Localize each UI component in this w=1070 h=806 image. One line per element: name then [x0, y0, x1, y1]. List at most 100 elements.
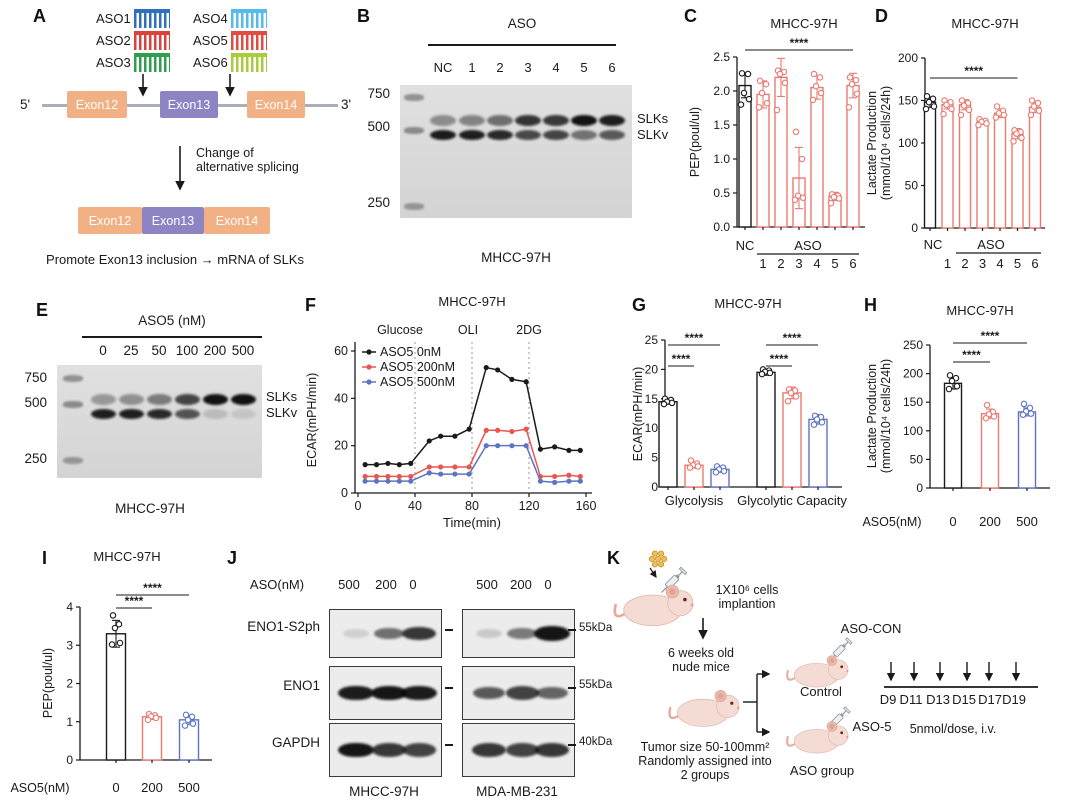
gel-band	[338, 742, 374, 758]
x-axis-label: Time(min)	[443, 515, 501, 530]
aso-name: ASO5	[193, 32, 228, 48]
aso-comb-icon	[230, 30, 267, 50]
cells-implant-line1: 1X10⁶ cells	[715, 583, 779, 597]
chart-text: 1	[944, 256, 951, 271]
chart-text: 150	[903, 395, 923, 409]
gel-band	[118, 394, 144, 405]
nude-mice-line1: 6 weeks old	[667, 646, 735, 660]
mouse-icon	[786, 720, 850, 755]
chart-text: 100	[903, 424, 923, 438]
panel-f-label: F	[305, 295, 316, 315]
blot-box	[329, 609, 442, 658]
y-axis-label: PEP(poul/ul)	[688, 107, 702, 177]
aso-name: ASO3	[96, 54, 131, 70]
gel-band	[404, 127, 424, 134]
legend-item: ASO5 0nM	[380, 345, 441, 359]
gel-band	[90, 394, 116, 405]
chart-text: ASO	[977, 237, 1004, 252]
blot-lane-header: 0	[409, 577, 417, 592]
gel-e-group-line	[82, 336, 262, 338]
gel-b	[400, 85, 632, 218]
chart-text: 120	[519, 499, 540, 513]
cells-implant-line2: implantion	[718, 597, 776, 611]
chart-text: ****	[962, 348, 981, 362]
chart-text: 25	[645, 333, 659, 347]
tumor-size-line3: 2 groups	[680, 768, 730, 782]
gel-band	[404, 203, 424, 210]
chart-text: 200	[898, 51, 918, 65]
aso-name: ASO6	[193, 54, 228, 70]
chart-text: 0	[341, 486, 348, 500]
gel-band	[401, 685, 437, 701]
aso-comb-icon	[133, 30, 170, 50]
timeline-day: D19	[1002, 692, 1026, 707]
y-axis-label: Lactate Production	[865, 91, 879, 195]
gel-band	[118, 409, 144, 419]
blot-lane-header: 0	[544, 577, 552, 592]
chart-text: ****	[143, 581, 162, 595]
y-axis-label: ECAR(mPH/min)	[631, 367, 645, 461]
gel-band	[571, 130, 597, 140]
chart-text: ASO	[794, 238, 821, 253]
chart-text: 100	[898, 136, 918, 150]
change-text-line1: Change of	[196, 146, 254, 160]
timeline-day: D15	[952, 692, 976, 707]
chart-text: 0	[355, 499, 362, 513]
exon-box: Exon13	[160, 91, 218, 118]
blot-lane-header: 500	[338, 577, 360, 592]
gel-band	[146, 409, 172, 419]
gel-b-group-line	[428, 44, 616, 46]
gel-band	[459, 115, 485, 126]
gel-band	[202, 409, 228, 419]
panel-j-label: J	[227, 548, 238, 568]
lane-label: 5	[580, 60, 588, 75]
chart-text: NC	[924, 237, 943, 252]
aso-comb-icon	[133, 8, 170, 28]
chart-text: 0	[916, 481, 923, 495]
kda-label: 55kDa	[579, 622, 613, 634]
chart-text: 5	[831, 256, 838, 271]
chart-text: 150	[898, 94, 918, 108]
panel-h-label: H	[864, 295, 877, 315]
aso-item: ASO6	[193, 52, 267, 72]
panel-d-chart: 0 50 100 150 200 **** MHCC-97H Lactate Producti…	[865, 16, 1045, 271]
gel-band	[63, 457, 83, 464]
y-axis-label: (mmol/10⁴ cells/24h)	[879, 86, 893, 200]
lane-label: 2	[496, 60, 504, 75]
ladder-label: 250	[24, 451, 47, 466]
chart-text: 200	[979, 514, 1001, 529]
panel-a-caption: Promote Exon13 inclusion → mRNA of SLKs	[46, 252, 304, 267]
chart-text: 15	[645, 392, 659, 406]
chart-text: 4	[996, 256, 1003, 271]
blot-header: ASO(nM)	[249, 577, 305, 592]
chart-title: MHCC-97H	[770, 16, 837, 31]
chart-title: MHCC-97H	[946, 303, 1013, 318]
chart-text: 1.5	[713, 118, 730, 132]
chart-text: 0	[651, 480, 658, 494]
chart-text: 80	[465, 499, 479, 513]
timeline-day: D17	[978, 692, 1002, 707]
lane-label: 0	[99, 343, 107, 358]
control-label: Control	[800, 684, 842, 699]
gel-band	[473, 686, 505, 700]
chart-text: 2	[66, 677, 73, 691]
aso-comb-icon	[133, 52, 170, 72]
y-axis-label: ECAR(mPH/min)	[305, 373, 319, 467]
ladder-label: 750	[367, 86, 390, 101]
gel-band	[515, 115, 541, 126]
chart-text: 500	[178, 780, 200, 795]
exon-box: Exon14	[247, 91, 305, 118]
chart-text: 50	[910, 452, 924, 466]
blot-tick	[568, 687, 576, 689]
gel-band	[543, 115, 569, 126]
lane-label: 100	[175, 343, 199, 358]
aso-item: ASO4	[193, 8, 267, 28]
blot-lane-header: 200	[510, 577, 532, 592]
gel-band	[534, 626, 570, 641]
panel-h-chart: 0 50 100 150 200 250 ******** MHCC-97H Lactate P…	[862, 303, 1050, 529]
blot-box	[329, 666, 442, 720]
blot-box	[462, 723, 575, 777]
gel-e-band-label-slks: SLKs	[266, 389, 298, 404]
aso-con-label: ASO-CON	[840, 621, 902, 636]
